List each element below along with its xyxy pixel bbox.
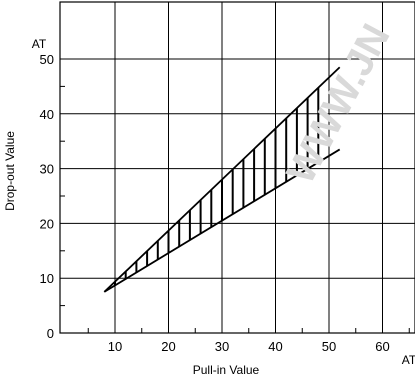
hatched-band bbox=[114, 87, 320, 286]
x-axis-unit: AT bbox=[402, 353, 415, 367]
x-tick-label: 10 bbox=[108, 339, 122, 354]
y-tick-label: 20 bbox=[40, 216, 54, 231]
y-tick-label: 40 bbox=[40, 107, 54, 122]
y-tick-label: 30 bbox=[40, 162, 54, 177]
upper-boundary-line bbox=[103, 66, 341, 293]
x-tick-labels: 10 20 30 40 50 60 bbox=[108, 339, 390, 354]
watermark-text: WWW.JN bbox=[278, 17, 398, 191]
x-axis-title: Pull-in Value bbox=[193, 363, 260, 377]
y-tick-labels: 0 10 20 30 40 50 bbox=[40, 52, 54, 341]
y-tick-label: 0 bbox=[47, 326, 54, 341]
lower-boundary-line bbox=[103, 148, 341, 293]
x-tick-label: 40 bbox=[268, 339, 282, 354]
minor-tick-marks bbox=[60, 85, 410, 333]
x-tick-label: 20 bbox=[161, 339, 175, 354]
y-axis-title: Drop-out Value bbox=[3, 131, 17, 211]
x-tick-label: 50 bbox=[322, 339, 336, 354]
x-tick-label: 30 bbox=[215, 339, 229, 354]
plot-area-frame bbox=[59, 1, 415, 334]
y-tick-label: 50 bbox=[40, 52, 54, 67]
x-tick-label: 60 bbox=[375, 339, 389, 354]
boundary-lines bbox=[103, 66, 341, 293]
y-tick-label: 10 bbox=[40, 271, 54, 286]
y-axis-unit: AT bbox=[32, 37, 47, 51]
